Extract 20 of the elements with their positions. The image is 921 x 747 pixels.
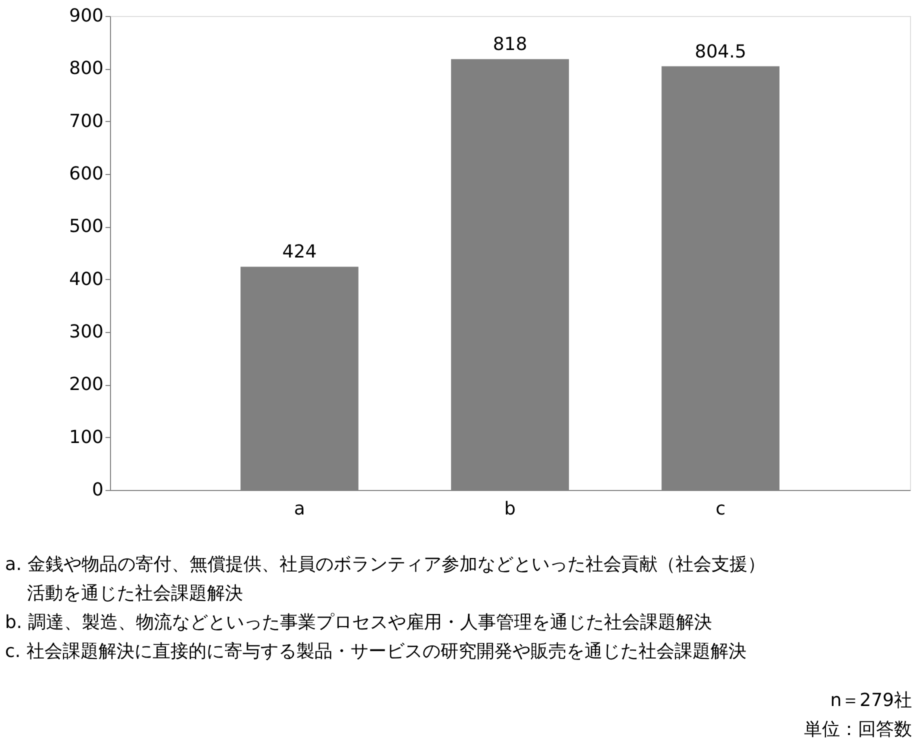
x-tick-label: c <box>716 498 726 520</box>
x-tick-label: b <box>504 498 516 520</box>
y-tick-label: 600 <box>69 164 104 184</box>
data-label: 804.5 <box>694 41 746 62</box>
data-label: 424 <box>282 242 317 263</box>
data-label: 818 <box>492 34 528 56</box>
text: c. 社会課題解決に直接的に寄与する製品・サービスの研究開発や販売を通じた社会課題解決 <box>5 641 746 662</box>
y-tick-label: 200 <box>69 374 104 396</box>
text: b. 調達、製造、物流などといった事業プロセスや雇用・人事管理を通じた社会課題解決 <box>5 612 712 633</box>
text: 単位：回答数 <box>804 719 912 740</box>
y-tick-label: 800 <box>69 58 104 80</box>
y-tick-label: 100 <box>69 426 104 448</box>
y-tick-label: 300 <box>69 322 104 342</box>
y-tick-label: 0 <box>92 480 104 500</box>
y-tick-label: 900 <box>69 6 104 26</box>
y-tick-label: 700 <box>69 110 104 132</box>
y-tick-label: 500 <box>69 216 104 238</box>
text: n＝279社 <box>830 690 912 711</box>
x-tick-label: a <box>294 498 305 520</box>
y-tick-label: 400 <box>69 268 104 290</box>
